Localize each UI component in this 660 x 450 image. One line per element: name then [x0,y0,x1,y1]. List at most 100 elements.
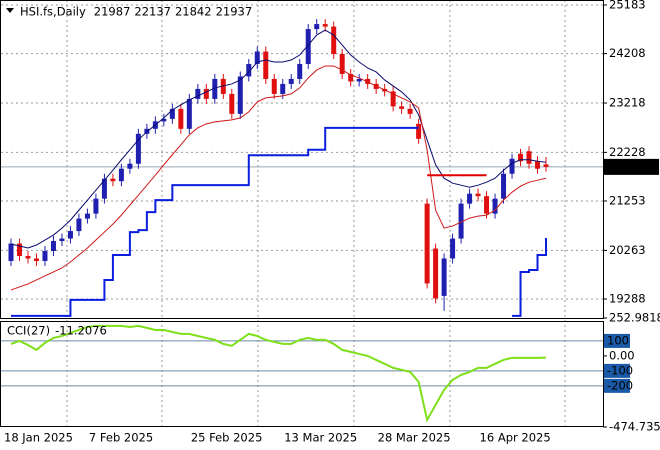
indicator-line [10,29,547,249]
menu-triangle [6,8,14,13]
x-tick-label: 25 Feb 2025 [191,431,263,445]
ohlc-value: 21987 [94,5,131,19]
chart-title: HSI.fs,Daily [20,5,86,19]
ohlc-value: 21842 [175,5,212,19]
indicator-value: -11.2076 [55,324,107,338]
level-label: -200 [607,378,633,392]
y-tick-label: 19288 [609,291,646,305]
y-tick-label: -474.735 [609,420,660,434]
y-tick-label: 21253 [609,193,646,207]
candle-body [84,213,90,219]
ohlc-value: 22137 [134,5,171,19]
candle-body [339,54,345,74]
candle-body [8,243,14,261]
candle-body [305,29,311,64]
candle-body [450,238,456,259]
candle-body [195,88,201,99]
y-tick-label: 0.00 [609,348,635,362]
candle-body [33,258,39,261]
candle-body [93,198,99,214]
candle-body [322,24,328,27]
candle-body [50,241,56,252]
cci-panel-frame [0,321,604,427]
price-label: 21937 [609,159,646,173]
candle-body [288,78,294,84]
indicator-title: CCI(27) [7,324,50,338]
candle-body [501,173,507,199]
candle-body [237,76,243,114]
cci-line [10,324,547,423]
price-label-box [604,158,659,175]
x-tick-label: 18 Jan 2025 [4,431,73,445]
candle-body [254,51,260,64]
y-tick-label: 20263 [609,243,646,257]
candle-body [314,24,320,30]
ohlc-value: 21937 [216,5,253,19]
y-tick-label: 22228 [609,145,646,159]
candle-body [135,133,141,164]
candle-body [246,63,252,77]
candle-body [433,248,439,299]
candle-body [59,238,65,242]
candle-body [25,256,31,259]
candle-body [348,73,354,82]
candle-body [484,196,490,214]
candle-body [110,178,116,182]
x-tick-label: 28 Mar 2025 [378,431,451,445]
candle-body [229,93,235,114]
candle-body [492,198,498,214]
level-label-box [604,363,630,378]
candle-body [186,98,192,129]
candle-body [535,161,541,169]
candle-body [526,151,532,164]
candle-body [42,251,48,261]
candle-body [212,78,218,99]
candle-body [407,108,413,114]
candle-body [178,108,184,129]
candle-body [203,88,209,99]
level-label-box [604,378,630,393]
y-tick-label: 25183 [609,0,646,11]
candle-body [271,78,277,94]
price-panel-frame [0,0,604,319]
candle-body [399,106,405,109]
y-tick-label: 23218 [609,95,646,109]
y-tick-label: 252.9818 [609,311,660,325]
candle-body [76,218,82,232]
candle-body [280,83,286,94]
indicator-line [11,126,547,317]
candle-body [475,193,481,197]
y-tick-label: 24208 [609,46,646,60]
vertical-grid [66,0,566,426]
candle-body [297,63,303,79]
candle-body [518,153,524,162]
candle-body [161,118,167,122]
candle-body [331,26,337,55]
candle-body [509,158,515,174]
candle-body [169,108,175,119]
candle-body [101,178,107,199]
candle-body [390,91,396,107]
level-label: 100 [607,333,629,347]
level-label: -100 [607,363,633,377]
candle-body [543,164,549,167]
candle-body [118,168,124,182]
candle-body [467,193,473,204]
x-tick-label: 7 Feb 2025 [89,431,153,445]
candle-body [263,51,269,79]
level-label-box [604,333,630,348]
candle-body [67,231,73,239]
x-tick-label: 16 Apr 2025 [480,431,551,445]
indicator-line [10,65,547,291]
candle-body [416,123,422,139]
candle-body [356,78,362,82]
x-tick-label: 13 Mar 2025 [284,431,357,445]
candle-body [127,163,133,169]
candle-body [441,258,447,296]
candle-body [458,203,464,239]
candle-body [424,203,430,284]
candle-body [16,243,22,257]
